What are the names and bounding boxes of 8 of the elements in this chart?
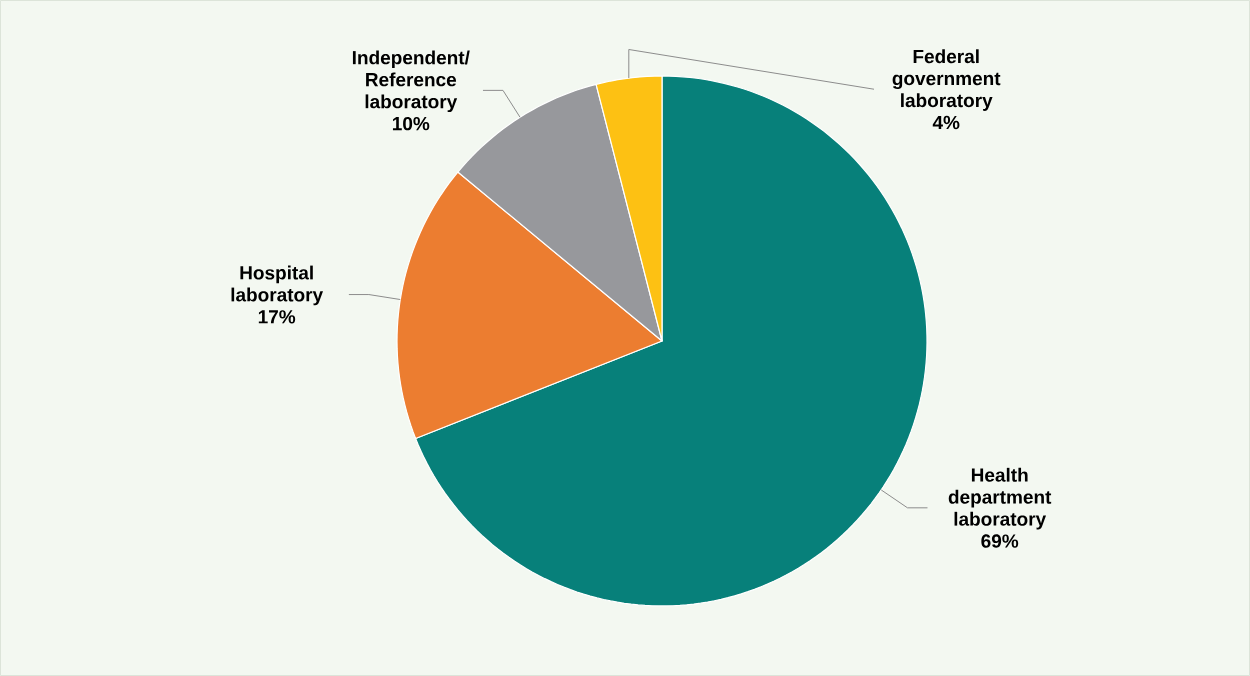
data-label: 4% bbox=[932, 115, 960, 130]
data-label: 17% bbox=[258, 310, 296, 324]
slice-label: Federal government laboratory bbox=[892, 49, 1001, 111]
slice-label: Health department laboratory bbox=[948, 467, 1052, 530]
slice-label: Independent/ Reference laboratory bbox=[352, 50, 470, 113]
data-label: 69% bbox=[981, 534, 1019, 548]
slice-label: Hospital laboratory bbox=[231, 265, 324, 306]
data-label: 10% bbox=[392, 116, 430, 131]
